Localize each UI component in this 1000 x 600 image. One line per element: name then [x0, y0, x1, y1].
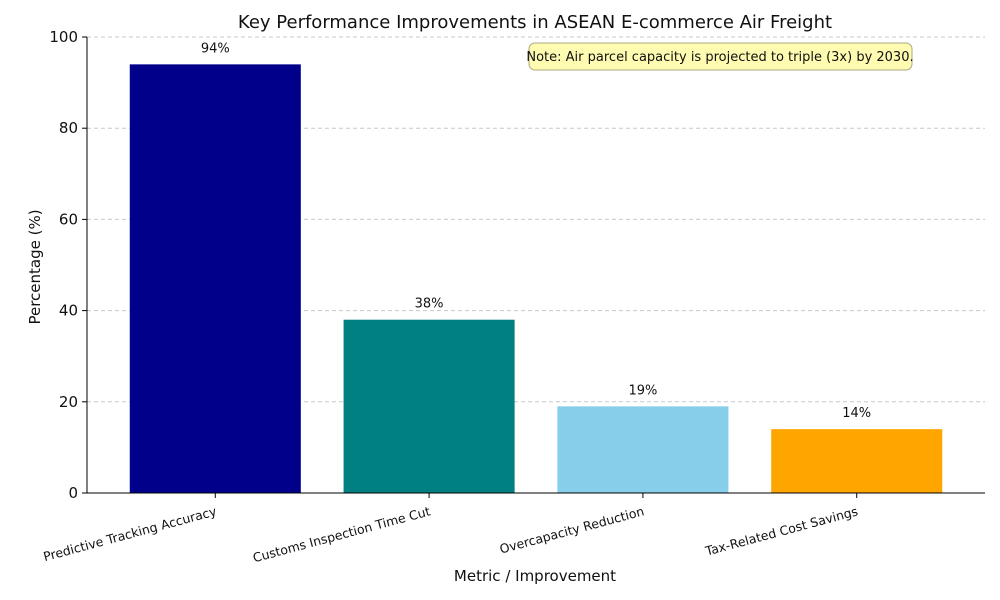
x-tick-label: Tax-Related Cost Savings: [703, 503, 860, 558]
bar: [343, 319, 515, 493]
bar: [771, 429, 943, 493]
y-tick-label: 60: [59, 210, 78, 228]
y-tick-label: 20: [59, 393, 78, 411]
x-tick-label: Customs Inspection Time Cut: [251, 503, 432, 565]
x-tick-label: Overcapacity Reduction: [498, 503, 646, 556]
annotation-note: Note: Air parcel capacity is projected t…: [526, 42, 914, 71]
bar-data-label: 14%: [842, 406, 871, 421]
bar-data-label: 94%: [201, 41, 230, 56]
y-tick-label: 80: [59, 119, 78, 137]
bar-data-label: 19%: [628, 383, 657, 398]
y-tick-label: 40: [59, 302, 78, 320]
x-tick-label: Predictive Tracking Accuracy: [42, 503, 219, 564]
y-tick-label: 0: [68, 484, 78, 502]
annotation-box: [528, 42, 913, 71]
y-axis-label: Percentage (%): [26, 209, 44, 324]
bars-layer: [129, 64, 943, 494]
bar: [557, 406, 729, 493]
bar-data-label: 38%: [415, 297, 444, 312]
bar: [129, 64, 301, 494]
annotation-text: Note: Air parcel capacity is projected t…: [526, 50, 913, 65]
axes-layer: [82, 36, 985, 498]
y-tick-label: 100: [49, 28, 78, 46]
x-axis-label: Metric / Improvement: [454, 567, 616, 585]
chart-title: Key Performance Improvements in ASEAN E-…: [238, 12, 832, 33]
